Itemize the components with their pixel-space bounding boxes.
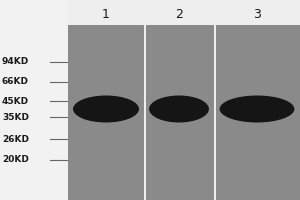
Bar: [68, 25, 300, 200]
Text: 94KD: 94KD: [2, 58, 29, 66]
Bar: [68, 25, 143, 200]
Bar: [145, 25, 213, 200]
Text: 35KD: 35KD: [2, 112, 29, 121]
Text: 20KD: 20KD: [2, 156, 29, 164]
Bar: [0, 0, 68, 200]
Bar: [214, 25, 216, 200]
Text: 45KD: 45KD: [2, 97, 29, 106]
Text: 3: 3: [253, 7, 261, 21]
Ellipse shape: [149, 96, 209, 122]
Bar: [215, 25, 300, 200]
Text: 1: 1: [102, 7, 110, 21]
Ellipse shape: [220, 96, 294, 122]
Text: 26KD: 26KD: [2, 134, 29, 144]
Text: 2: 2: [175, 7, 183, 21]
Ellipse shape: [73, 96, 139, 122]
Text: 66KD: 66KD: [2, 77, 29, 86]
Bar: [144, 25, 146, 200]
